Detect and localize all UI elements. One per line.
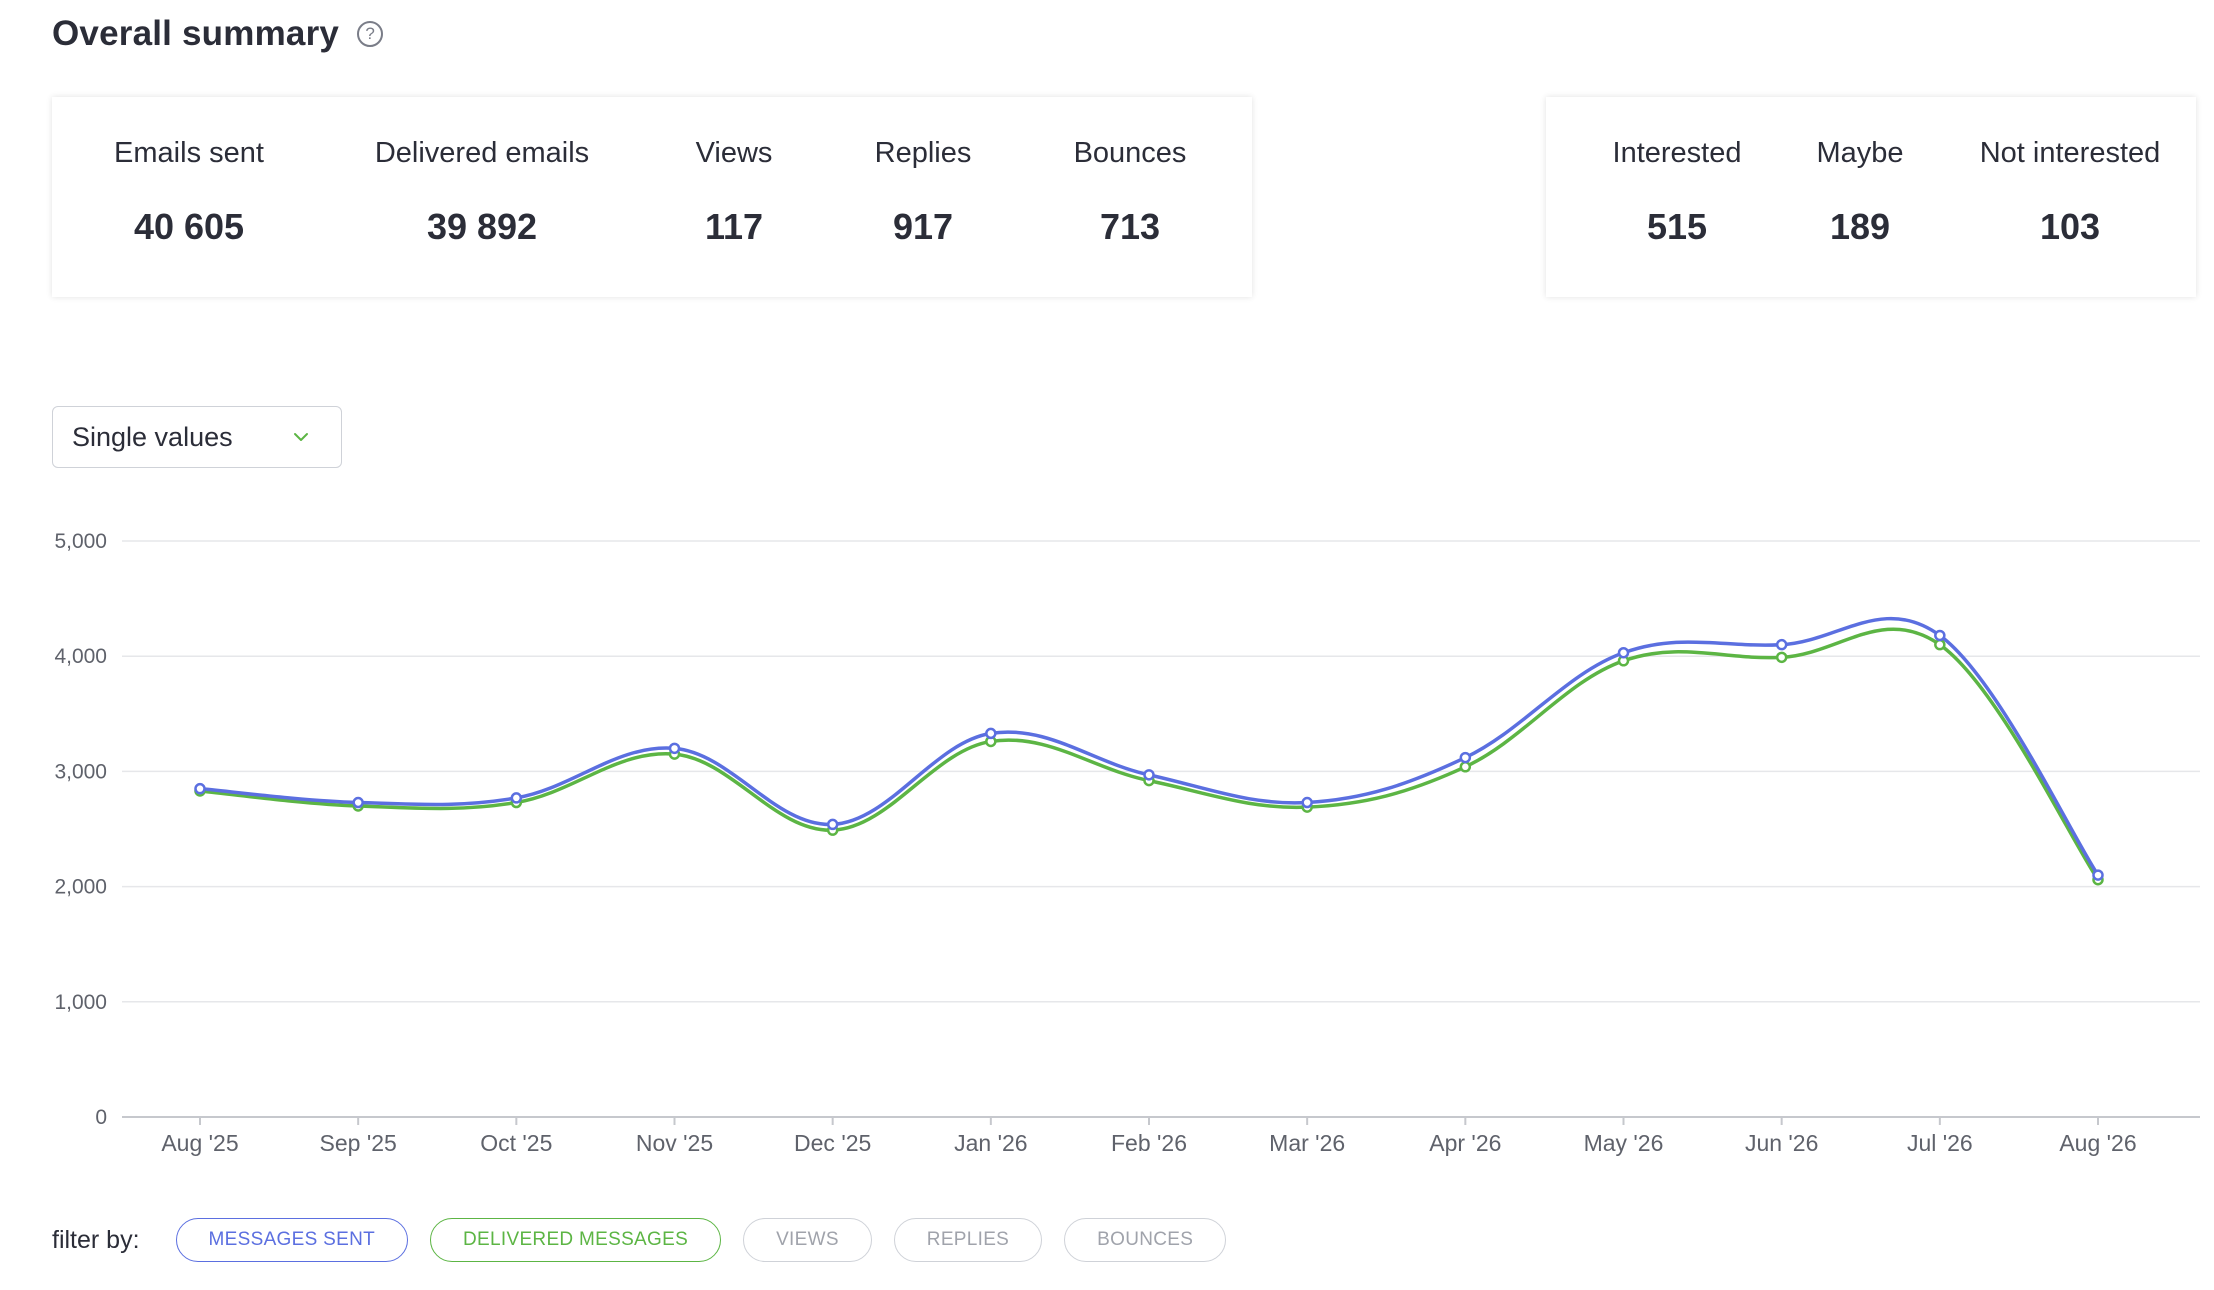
x-tick-label: Apr '26 bbox=[1429, 1130, 1501, 1156]
stat-value: 103 bbox=[2039, 206, 2101, 247]
stat-label: Bounces bbox=[1073, 137, 1187, 169]
x-tick-label: May '26 bbox=[1584, 1130, 1664, 1156]
stat-value: 917 bbox=[892, 206, 954, 247]
stat-replies: Replies 917 bbox=[875, 137, 972, 248]
stat-value: 515 bbox=[1646, 206, 1708, 247]
data-point-delivered-messages bbox=[1934, 638, 1946, 651]
series-line-messages-sent bbox=[198, 616, 2100, 877]
y-tick-label: 1,000 bbox=[54, 991, 107, 1014]
email-stats-card: Emails sent 40 605 Delivered emails 39 8… bbox=[52, 97, 1252, 297]
stat-label: Replies bbox=[874, 137, 972, 169]
line-chart: 0 1,000 2,000 3,000 4,000 5,000 Aug '25 Sep '25… bbox=[54, 530, 2200, 1156]
stat-interested: Interested 515 bbox=[1613, 137, 1742, 248]
x-tick-label: Feb '26 bbox=[1111, 1130, 1187, 1156]
data-point-messages-sent bbox=[1459, 751, 1472, 764]
stat-value: 40 605 bbox=[133, 206, 245, 247]
series-line-delivered-messages bbox=[198, 627, 2100, 882]
data-point-messages-sent bbox=[194, 782, 206, 795]
data-point-messages-sent bbox=[985, 727, 997, 740]
stat-label: Maybe bbox=[1816, 137, 1904, 169]
header: Overall summary ? bbox=[52, 14, 384, 54]
x-tick-label: Mar '26 bbox=[1269, 1130, 1345, 1156]
stat-label: Delivered emails bbox=[374, 137, 590, 169]
question-circle-icon[interactable]: ? bbox=[357, 21, 384, 47]
chevron-down-icon bbox=[294, 433, 308, 441]
x-tick-label: Aug '26 bbox=[2059, 1130, 2136, 1156]
view-mode-value: Single values bbox=[72, 421, 233, 452]
x-tick-label: Sep '25 bbox=[320, 1130, 397, 1156]
stat-value: 713 bbox=[1099, 206, 1161, 247]
data-point-delivered-messages bbox=[1775, 651, 1788, 664]
stat-not-interested: Not interested 103 bbox=[1980, 137, 2161, 248]
stat-delivered-emails: Delivered emails 39 892 bbox=[375, 137, 589, 248]
stat-emails-sent: Emails sent 40 605 bbox=[114, 137, 264, 248]
data-point-messages-sent bbox=[1934, 629, 1946, 642]
stat-maybe: Maybe 189 bbox=[1816, 137, 1903, 248]
stat-label: Not interested bbox=[1979, 137, 2161, 169]
x-tick-label: Jan '26 bbox=[954, 1130, 1027, 1156]
x-tick-label: Jul '26 bbox=[1907, 1130, 1973, 1156]
stat-value: 117 bbox=[704, 206, 764, 247]
data-point-messages-sent bbox=[1617, 646, 1630, 659]
data-point-delivered-messages bbox=[1459, 761, 1472, 773]
data-point-messages-sent bbox=[1775, 638, 1788, 651]
stat-label: Views bbox=[695, 137, 773, 169]
filter-chip-bounces[interactable]: BOUNCES bbox=[1064, 1218, 1227, 1262]
page-title: Overall summary bbox=[52, 14, 340, 53]
y-tick-label: 4,000 bbox=[54, 645, 107, 668]
x-tick-label: Aug '25 bbox=[161, 1130, 238, 1156]
x-tick-label: Oct '25 bbox=[480, 1130, 552, 1156]
filter-chip-replies[interactable]: REPLIES bbox=[893, 1218, 1043, 1262]
stat-value: 189 bbox=[1829, 206, 1891, 247]
stat-label: Interested bbox=[1612, 137, 1742, 169]
x-tick-label: Dec '25 bbox=[794, 1130, 871, 1156]
x-tick-label: Nov '25 bbox=[636, 1130, 713, 1156]
data-point-messages-sent bbox=[826, 818, 839, 831]
sentiment-stats-card: Interested 515 Maybe 189 Not interested … bbox=[1546, 97, 2196, 297]
y-tick-label: 3,000 bbox=[54, 760, 107, 783]
view-mode-select[interactable]: Single values bbox=[52, 406, 342, 468]
filter-label: filter by: bbox=[52, 1225, 140, 1254]
data-point-messages-sent bbox=[1143, 769, 1155, 781]
stat-value: 39 892 bbox=[426, 206, 538, 247]
data-point-messages-sent bbox=[352, 796, 364, 809]
filter-bar: filter by: MESSAGES SENT DELIVERED MESSA… bbox=[52, 1218, 1248, 1262]
y-tick-label: 2,000 bbox=[54, 876, 107, 899]
filter-chip-delivered-messages[interactable]: DELIVERED MESSAGES bbox=[430, 1218, 722, 1262]
stat-bounces: Bounces 713 bbox=[1074, 137, 1187, 248]
filter-chip-messages-sent[interactable]: MESSAGES SENT bbox=[175, 1218, 409, 1262]
stat-label: Emails sent bbox=[114, 137, 264, 169]
data-point-messages-sent bbox=[668, 742, 681, 755]
stat-views: Views 117 bbox=[696, 137, 773, 248]
data-point-messages-sent bbox=[2092, 869, 2104, 881]
y-tick-label: 5,000 bbox=[54, 530, 107, 553]
filter-chip-views[interactable]: VIEWS bbox=[743, 1218, 872, 1262]
data-point-messages-sent bbox=[510, 792, 523, 804]
y-tick-label: 0 bbox=[95, 1106, 107, 1129]
data-point-messages-sent bbox=[1301, 796, 1313, 809]
x-tick-label: Jun '26 bbox=[1745, 1130, 1818, 1156]
